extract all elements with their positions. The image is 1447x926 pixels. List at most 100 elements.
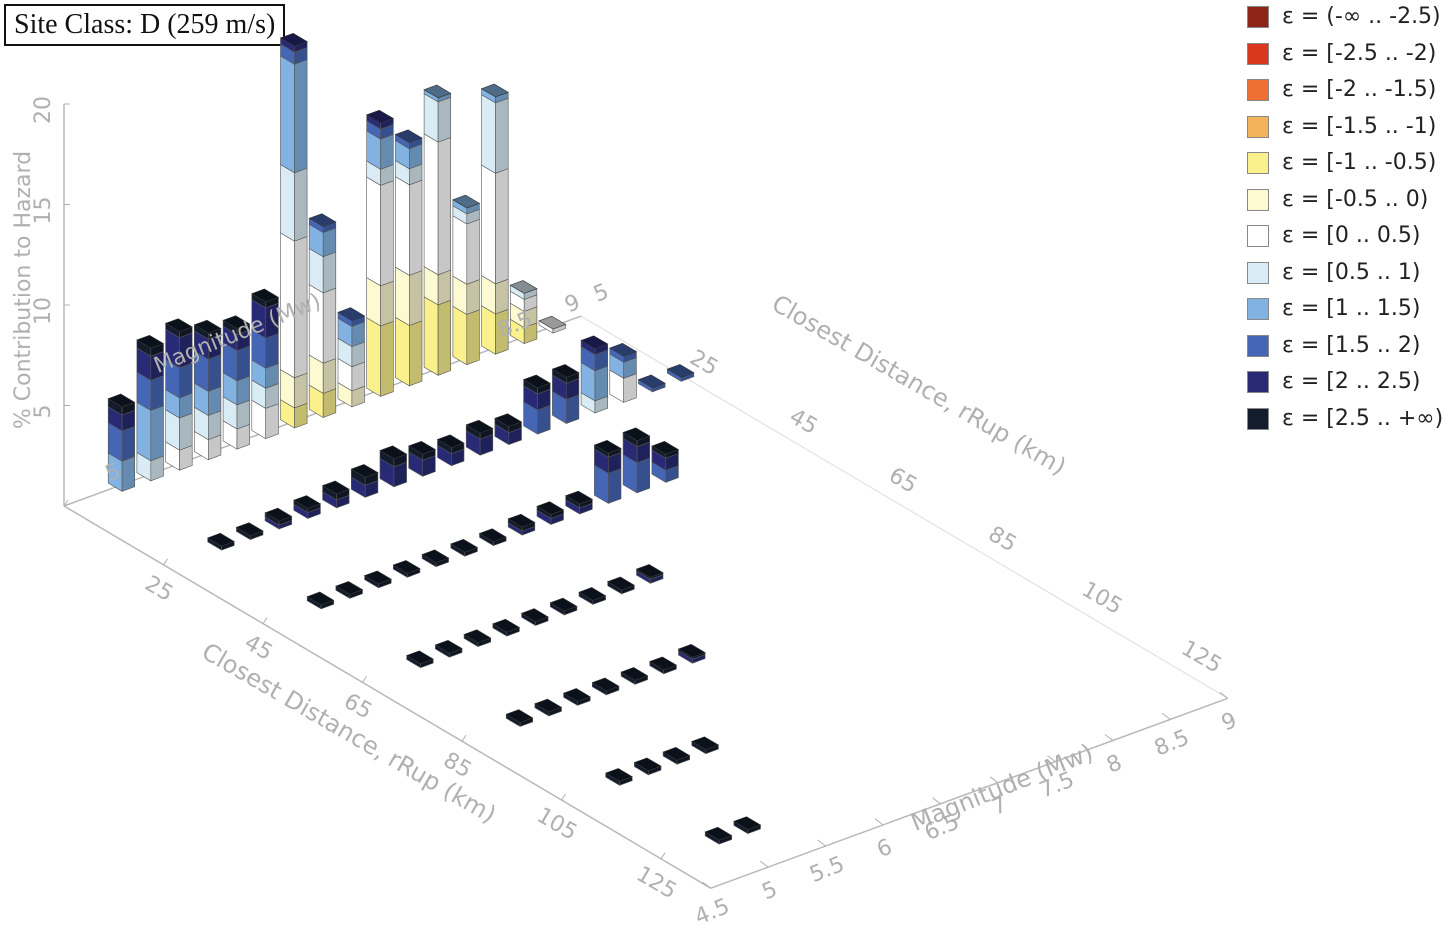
bar-top — [562, 688, 591, 702]
bar-r25-m5.5 — [264, 507, 293, 530]
bar-top — [704, 826, 733, 841]
bar-r5-m7.75 — [423, 84, 452, 376]
legend-swatch — [1247, 115, 1269, 138]
bar-top — [379, 445, 408, 460]
legend-swatch — [1247, 225, 1269, 247]
bar-segment-front — [481, 164, 496, 285]
bar-r5-m6.5 — [279, 32, 308, 429]
bar-segment-side — [495, 97, 509, 174]
legend-item: ε = [-1.5 .. -1) — [1244, 112, 1444, 142]
legend-label: ε = [-0.5 .. 0) — [1282, 186, 1429, 212]
bar-top — [538, 315, 567, 330]
bar-top — [279, 32, 308, 47]
bar-segment-front — [452, 215, 468, 285]
legend-swatch — [1247, 6, 1269, 28]
bar-r65-m7 — [635, 564, 664, 584]
bar-segment-front — [366, 317, 381, 397]
legend-label: ε = [1 .. 1.5) — [1282, 296, 1421, 321]
bar-segment-side — [121, 456, 135, 492]
bar-r5-m8.25 — [480, 83, 509, 355]
bar-segment-side — [265, 332, 279, 369]
bar-top — [350, 464, 379, 478]
bar-segment-side — [322, 388, 337, 418]
legend-swatch — [1247, 152, 1269, 174]
bar-top — [520, 608, 549, 622]
bar-top — [107, 393, 136, 408]
bar-r125-m5.25 — [733, 816, 762, 835]
bar-segment-side — [322, 358, 337, 394]
bar-segment-front — [423, 133, 439, 276]
bar-top — [620, 667, 649, 681]
bar-segment-side — [537, 404, 551, 435]
bar-r85-m5.25 — [534, 698, 563, 717]
legend-label: ε = [0 .. 0.5) — [1282, 223, 1421, 248]
bar-r45-m7.5 — [593, 439, 622, 504]
magnitude-tick-mark — [989, 776, 999, 784]
bar-r5-m5.25 — [136, 334, 165, 482]
legend-label: ε = [-1.5 .. -1) — [1282, 113, 1437, 139]
bar-r5-m5.75 — [193, 319, 222, 461]
legend-item: ε = [0.5 .. 1) — [1244, 258, 1444, 288]
bar-r5-m8.5 — [509, 280, 538, 345]
bar-top — [580, 335, 609, 350]
bar-r105-m5.25 — [633, 757, 662, 776]
legend-item: ε = (-∞ .. -2.5) — [1244, 2, 1444, 32]
legend-swatch — [1247, 371, 1269, 393]
distance-tick-mark — [262, 617, 268, 624]
bar-top — [306, 591, 335, 606]
bar-r25-m6.25 — [350, 464, 379, 498]
bar-segment-side — [408, 320, 423, 387]
legend-swatch — [1247, 261, 1269, 284]
distance-tick-mark — [63, 499, 69, 507]
bar-segment-side — [594, 365, 609, 402]
distance-tick-mark — [660, 852, 666, 860]
magnitude-tick-label: 9 — [1218, 708, 1240, 736]
bar-segment-side — [380, 320, 394, 397]
bar-r125-m5 — [704, 826, 733, 845]
bar-top — [366, 109, 395, 124]
bar-r25-m7.5 — [494, 413, 523, 446]
bar-top — [649, 656, 678, 671]
magnitude-tick-label: 5 — [759, 877, 781, 905]
bar-top — [492, 618, 521, 633]
bar-top — [207, 532, 235, 547]
legend-label: ε = [-2.5 .. -2) — [1282, 40, 1437, 66]
bar-r105-m5.75 — [691, 736, 720, 755]
bar-segment-side — [265, 403, 279, 440]
bar-segment-side — [623, 373, 637, 403]
bar-top — [423, 84, 452, 99]
distance-tick-mark — [362, 676, 367, 683]
bar-segment-side — [236, 345, 250, 382]
bar-top — [164, 318, 193, 332]
legend-item: ε = [-0.5 .. 0) — [1244, 185, 1444, 215]
bar-segment-side — [322, 251, 337, 294]
bar-top — [522, 374, 551, 389]
bar-top — [136, 334, 165, 349]
legend-swatch — [1247, 188, 1269, 211]
bar-top — [666, 364, 695, 378]
bar-segment-side — [466, 309, 480, 366]
bar-r5-m5 — [107, 393, 136, 492]
chart-bars — [107, 32, 762, 845]
bar-r85-m5.75 — [591, 677, 620, 696]
bar-top — [534, 698, 563, 713]
bar-r105-m5 — [605, 768, 633, 786]
bar-r45-m7.75 — [622, 427, 651, 494]
legend-label: ε = [2 .. 2.5) — [1282, 369, 1421, 394]
bar-top — [436, 434, 465, 448]
bar-top — [452, 194, 481, 209]
legend-swatch — [1247, 407, 1269, 430]
bar-segment-side — [495, 278, 509, 315]
z-tick-label: 5 — [31, 405, 56, 419]
bar-top — [335, 581, 364, 595]
bar-r5-m7.25 — [366, 109, 395, 397]
bar-top — [622, 427, 651, 441]
legend-item: ε = [1.5 .. 2) — [1244, 331, 1444, 361]
bar-segment-side — [121, 425, 135, 462]
bar-top — [193, 319, 222, 334]
magnitude-tick-mark — [1104, 734, 1114, 741]
bar-r85-m6.5 — [677, 643, 706, 664]
magnitude-tick-label: 4.5 — [691, 894, 733, 926]
bar-r25-m6 — [321, 480, 350, 509]
